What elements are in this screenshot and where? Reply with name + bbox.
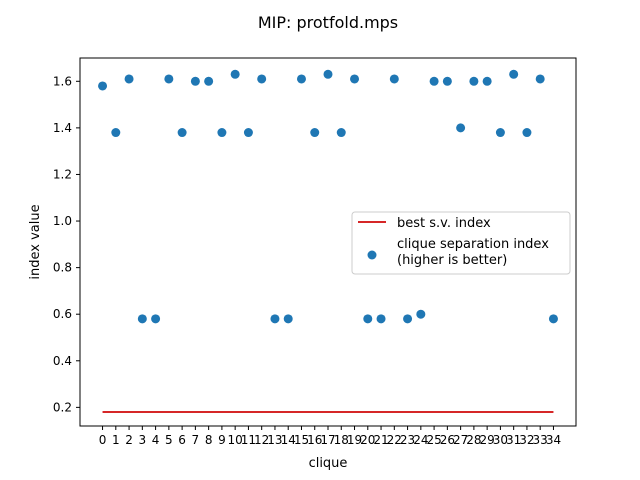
- x-tick-label: 25: [426, 433, 441, 447]
- x-tick-label: 11: [241, 433, 256, 447]
- x-tick-label: 20: [360, 433, 375, 447]
- legend-marker-swatch: [367, 250, 377, 260]
- x-tick-label: 17: [320, 433, 335, 447]
- scatter-point: [535, 74, 545, 84]
- scatter-point: [548, 314, 558, 324]
- scatter-point: [243, 128, 253, 138]
- scatter-point: [98, 81, 108, 91]
- scatter-point: [124, 74, 134, 84]
- x-tick-label: 9: [218, 433, 226, 447]
- y-axis-ticks: 0.2 0.4 0.6 0.8 1.0 1.2 1.4 1.6: [53, 74, 80, 414]
- x-tick-label: 14: [281, 433, 296, 447]
- legend: best s.v. index clique separation index(…: [351, 211, 571, 275]
- x-tick-label: 31: [506, 433, 521, 447]
- scatter-point: [164, 74, 174, 84]
- scatter-point: [495, 128, 505, 138]
- x-tick-label: 7: [192, 433, 200, 447]
- scatter-point: [469, 76, 479, 86]
- scatter-point: [310, 128, 320, 138]
- x-tick-label: 0: [99, 433, 107, 447]
- x-tick-label: 34: [546, 433, 561, 447]
- legend-label-best-sv-index: best s.v. index: [397, 216, 491, 231]
- scatter-point: [376, 314, 386, 324]
- x-tick-label: 32: [519, 433, 534, 447]
- scatter-point: [416, 309, 426, 319]
- x-tick-label: 29: [480, 433, 495, 447]
- scatter-point: [350, 74, 360, 84]
- scatter-point: [363, 314, 373, 324]
- scatter-point: [389, 74, 399, 84]
- scatter-point: [151, 314, 161, 324]
- scatter-point: [456, 123, 466, 133]
- scatter-point: [429, 76, 439, 86]
- y-tick-label: 1.2: [53, 167, 72, 181]
- y-tick-label: 1.4: [53, 121, 72, 135]
- scatter-point: [204, 76, 214, 86]
- legend-box: [351, 211, 571, 275]
- x-tick-label: 13: [267, 433, 282, 447]
- scatter-point: [522, 128, 532, 138]
- x-tick-label: 5: [165, 433, 173, 447]
- scatter-point: [270, 314, 280, 324]
- y-tick-label: 0.2: [53, 400, 72, 414]
- chart-title: MIP: protfold.mps: [258, 13, 398, 32]
- x-tick-label: 24: [413, 433, 428, 447]
- scatter-point: [137, 314, 147, 324]
- x-tick-label: 21: [373, 433, 388, 447]
- scatter-point: [283, 314, 293, 324]
- legend-label-clique-separation-index: clique separation index (higher is better…: [397, 237, 549, 268]
- scatter-point: [230, 69, 240, 79]
- x-tick-label: 3: [139, 433, 147, 447]
- x-axis-ticks: 0 1 2 3 4 5 6 7 8 9 101112131415161718192021222324…: [99, 426, 561, 447]
- x-tick-label: 30: [493, 433, 508, 447]
- x-tick-label: 19: [347, 433, 362, 447]
- x-tick-label: 22: [387, 433, 402, 447]
- scatter-point: [257, 74, 267, 84]
- x-tick-label: 10: [228, 433, 243, 447]
- x-tick-label: 28: [466, 433, 481, 447]
- scatter-point: [403, 314, 413, 324]
- x-tick-label: 2: [125, 433, 133, 447]
- scatter-point: [323, 69, 333, 79]
- x-tick-label: 4: [152, 433, 160, 447]
- x-tick-label: 12: [254, 433, 269, 447]
- scatter-point: [509, 69, 519, 79]
- x-tick-label: 1: [112, 433, 120, 447]
- y-tick-label: 0.8: [53, 261, 72, 275]
- scatter-point: [190, 76, 200, 86]
- y-tick-label: 0.6: [53, 307, 72, 321]
- x-tick-label: 16: [307, 433, 322, 447]
- legend-label-line: (higher is better): [397, 253, 507, 268]
- x-tick-label: 26: [440, 433, 455, 447]
- y-tick-label: 1.6: [53, 74, 72, 88]
- scatter-point: [336, 128, 346, 138]
- x-tick-label: 6: [178, 433, 186, 447]
- scatter-point: [111, 128, 121, 138]
- x-tick-label: 8: [205, 433, 213, 447]
- scatter-point: [177, 128, 187, 138]
- legend-label-line: clique separation index: [397, 237, 549, 252]
- y-tick-label: 0.4: [53, 354, 72, 368]
- scatter-point: [296, 74, 306, 84]
- scatter-point: [442, 76, 452, 86]
- y-tick-label: 1.0: [53, 214, 72, 228]
- x-tick-label: 27: [453, 433, 468, 447]
- x-tick-label: 33: [533, 433, 548, 447]
- series-layer: [98, 69, 558, 414]
- scatter-point: [482, 76, 492, 86]
- x-tick-label: 18: [334, 433, 349, 447]
- x-tick-label: 15: [294, 433, 309, 447]
- x-tick-label: 23: [400, 433, 415, 447]
- y-axis-label: index value: [28, 204, 43, 279]
- scatter-point: [217, 128, 227, 138]
- x-axis-label: clique: [309, 456, 348, 471]
